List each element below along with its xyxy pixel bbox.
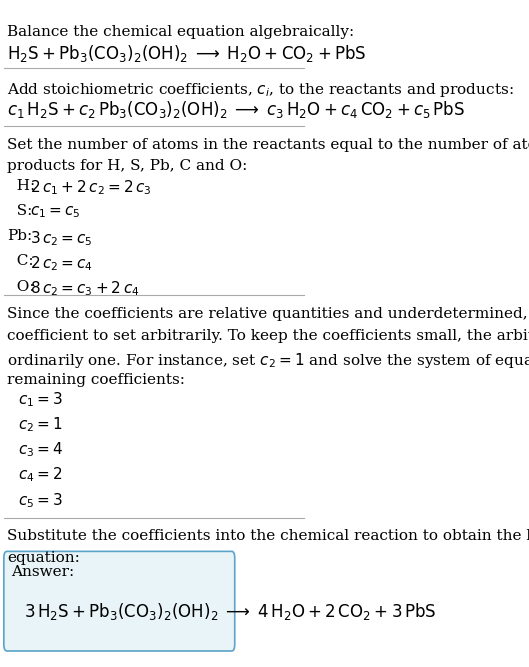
Text: $3\,\mathrm{H_2S} + \mathrm{Pb_3(CO_3)_2(OH)_2} \;\longrightarrow\; 4\,\mathrm{H: $3\,\mathrm{H_2S} + \mathrm{Pb_3(CO_3)_2… [24,601,436,622]
Text: $3\,c_2 = c_5$: $3\,c_2 = c_5$ [31,229,93,248]
Text: equation:: equation: [7,552,80,566]
Text: H:: H: [7,179,35,193]
Text: Balance the chemical equation algebraically:: Balance the chemical equation algebraica… [7,25,354,39]
Text: $2\,c_2 = c_4$: $2\,c_2 = c_4$ [31,254,94,273]
Text: $c_3 = 4$: $c_3 = 4$ [18,440,63,459]
FancyBboxPatch shape [4,552,235,651]
Text: products for H, S, Pb, C and O:: products for H, S, Pb, C and O: [7,159,247,173]
Text: remaining coefficients:: remaining coefficients: [7,373,185,387]
Text: ordinarily one. For instance, set $c_2 = 1$ and solve the system of equations fo: ordinarily one. For instance, set $c_2 =… [7,351,529,370]
Text: Substitute the coefficients into the chemical reaction to obtain the balanced: Substitute the coefficients into the che… [7,530,529,544]
Text: Answer:: Answer: [12,565,75,579]
Text: $c_1\,\mathrm{H_2S} + c_2\,\mathrm{Pb_3(CO_3)_2(OH)_2} \;\longrightarrow\; c_3\,: $c_1\,\mathrm{H_2S} + c_2\,\mathrm{Pb_3(… [7,99,465,120]
Text: S:: S: [7,204,32,218]
Text: $c_1 = 3$: $c_1 = 3$ [18,390,63,409]
Text: $2\,c_1 + 2\,c_2 = 2\,c_3$: $2\,c_1 + 2\,c_2 = 2\,c_3$ [31,179,152,197]
Text: O:: O: [7,279,34,293]
Text: C:: C: [7,254,33,268]
Text: $8\,c_2 = c_3 + 2\,c_4$: $8\,c_2 = c_3 + 2\,c_4$ [31,279,140,298]
Text: $c_4 = 2$: $c_4 = 2$ [18,466,62,484]
Text: Add stoichiometric coefficients, $c_i$, to the reactants and products:: Add stoichiometric coefficients, $c_i$, … [7,81,514,99]
Text: $c_2 = 1$: $c_2 = 1$ [18,415,63,434]
Text: Since the coefficients are relative quantities and underdetermined, choose a: Since the coefficients are relative quan… [7,307,529,321]
Text: Set the number of atoms in the reactants equal to the number of atoms in the: Set the number of atoms in the reactants… [7,137,529,151]
Text: Pb:: Pb: [7,229,32,243]
Text: coefficient to set arbitrarily. To keep the coefficients small, the arbitrary va: coefficient to set arbitrarily. To keep … [7,329,529,343]
Text: $c_1 = c_5$: $c_1 = c_5$ [31,204,81,219]
Text: $\mathrm{H_2S + Pb_3(CO_3)_2(OH)_2 \;\longrightarrow\; H_2O + CO_2 + PbS}$: $\mathrm{H_2S + Pb_3(CO_3)_2(OH)_2 \;\lo… [7,43,366,63]
Text: $c_5 = 3$: $c_5 = 3$ [18,491,63,510]
